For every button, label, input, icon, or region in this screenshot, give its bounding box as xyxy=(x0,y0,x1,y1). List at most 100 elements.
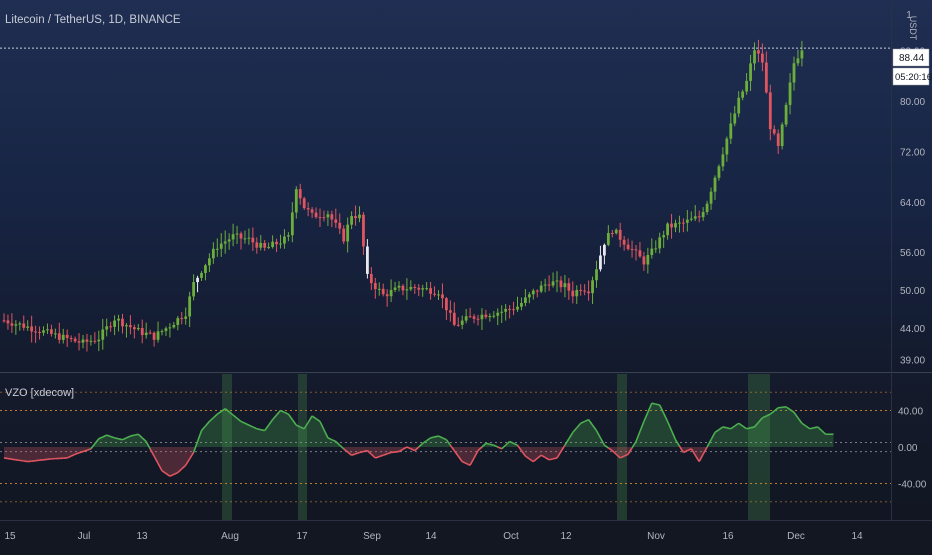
candle-body xyxy=(62,335,65,340)
candle-body xyxy=(745,81,748,92)
candle-body xyxy=(188,296,191,316)
indicator-legend[interactable]: VZO [xdecow] xyxy=(5,387,74,399)
candle-body xyxy=(299,189,302,198)
candle-body xyxy=(406,289,409,290)
candle-body xyxy=(402,286,405,291)
candle-body xyxy=(291,212,294,235)
candle-body xyxy=(409,287,412,289)
candle-body xyxy=(682,223,685,224)
candle-body xyxy=(674,223,677,227)
candle-body xyxy=(785,105,788,125)
candle-body xyxy=(378,289,381,290)
price-tick-label: 39.00 xyxy=(900,355,925,366)
vzo-line-segment xyxy=(435,436,439,437)
candle-body xyxy=(469,316,472,317)
candle-body xyxy=(619,230,622,240)
candle-body xyxy=(338,223,341,229)
symbol-title[interactable]: Litecoin / TetherUS, 1D, BINANCE xyxy=(5,14,181,26)
candle-body xyxy=(425,288,428,289)
candle-body xyxy=(753,50,756,63)
candle-body xyxy=(646,255,649,264)
candle-body xyxy=(216,249,219,250)
candle-body xyxy=(560,281,563,288)
candle-body xyxy=(749,63,752,81)
candle-body xyxy=(658,237,661,248)
candle-body xyxy=(654,248,657,249)
candle-body xyxy=(670,224,673,228)
candle-body xyxy=(398,286,401,288)
candle-body xyxy=(240,234,243,239)
candle-body xyxy=(255,242,258,247)
candle-body xyxy=(433,294,436,295)
candle-body xyxy=(477,319,480,320)
candle-body xyxy=(706,204,709,212)
candle-body xyxy=(528,294,531,297)
candle-body xyxy=(315,213,318,217)
candle-body xyxy=(149,333,152,334)
candle-body xyxy=(702,212,705,217)
candle-body xyxy=(30,326,33,331)
candle-body xyxy=(307,208,310,209)
vzo-line-segment xyxy=(24,461,28,462)
candle-body xyxy=(192,282,195,296)
vzo-line-segment xyxy=(431,437,435,438)
candle-body xyxy=(777,133,780,146)
candle-body xyxy=(350,216,353,225)
candle-body xyxy=(417,288,420,290)
candle-body xyxy=(453,313,456,325)
time-tick-label: 13 xyxy=(136,531,148,542)
candle-body xyxy=(429,288,432,294)
candle-body xyxy=(544,285,547,286)
candle-body xyxy=(694,216,697,218)
candle-body xyxy=(208,258,211,265)
candle-body xyxy=(7,320,10,323)
candle-body xyxy=(548,285,551,286)
candle-body xyxy=(374,283,377,289)
time-tick-label: Oct xyxy=(503,531,519,542)
candle-body xyxy=(78,341,81,342)
vzo-line-segment xyxy=(20,460,24,461)
candle-body xyxy=(204,265,207,273)
vzo-line-segment xyxy=(486,443,490,444)
candle-body xyxy=(145,333,148,335)
candle-body xyxy=(70,338,73,339)
price-tick-label: 80.00 xyxy=(900,97,925,108)
candle-body xyxy=(382,289,385,294)
price-tick-label: 64.00 xyxy=(900,198,925,209)
candle-body xyxy=(311,209,314,212)
candle-body xyxy=(465,316,468,320)
candle-body xyxy=(26,326,29,327)
candle-body xyxy=(504,309,507,312)
candle-body xyxy=(725,139,728,155)
candle-body xyxy=(386,294,389,296)
candle-body xyxy=(97,340,100,342)
candle-body xyxy=(342,229,345,242)
candle-body xyxy=(437,294,440,295)
candle-body xyxy=(714,178,717,192)
candle-body xyxy=(137,328,140,329)
vzo-line-segment xyxy=(12,459,16,460)
candle-body xyxy=(244,238,247,239)
candle-body xyxy=(678,223,681,224)
candle-body xyxy=(212,249,215,259)
candle-body xyxy=(271,242,274,247)
candle-body xyxy=(334,219,337,222)
candle-body xyxy=(248,238,251,239)
time-tick-label: Nov xyxy=(647,531,665,542)
candle-body xyxy=(595,269,598,280)
candle-body xyxy=(445,298,448,310)
candle-body xyxy=(591,280,594,293)
candle-body xyxy=(710,192,713,204)
candle-body xyxy=(564,283,567,287)
candle-body xyxy=(635,249,638,250)
candle-body xyxy=(172,325,175,327)
candle-body xyxy=(176,318,179,325)
candle-body xyxy=(413,287,416,288)
candle-body xyxy=(729,124,732,139)
time-tick-label: 14 xyxy=(425,531,437,542)
candle-body xyxy=(797,58,800,63)
candle-body xyxy=(200,273,203,278)
candle-body xyxy=(196,278,199,282)
candle-body xyxy=(54,333,57,334)
